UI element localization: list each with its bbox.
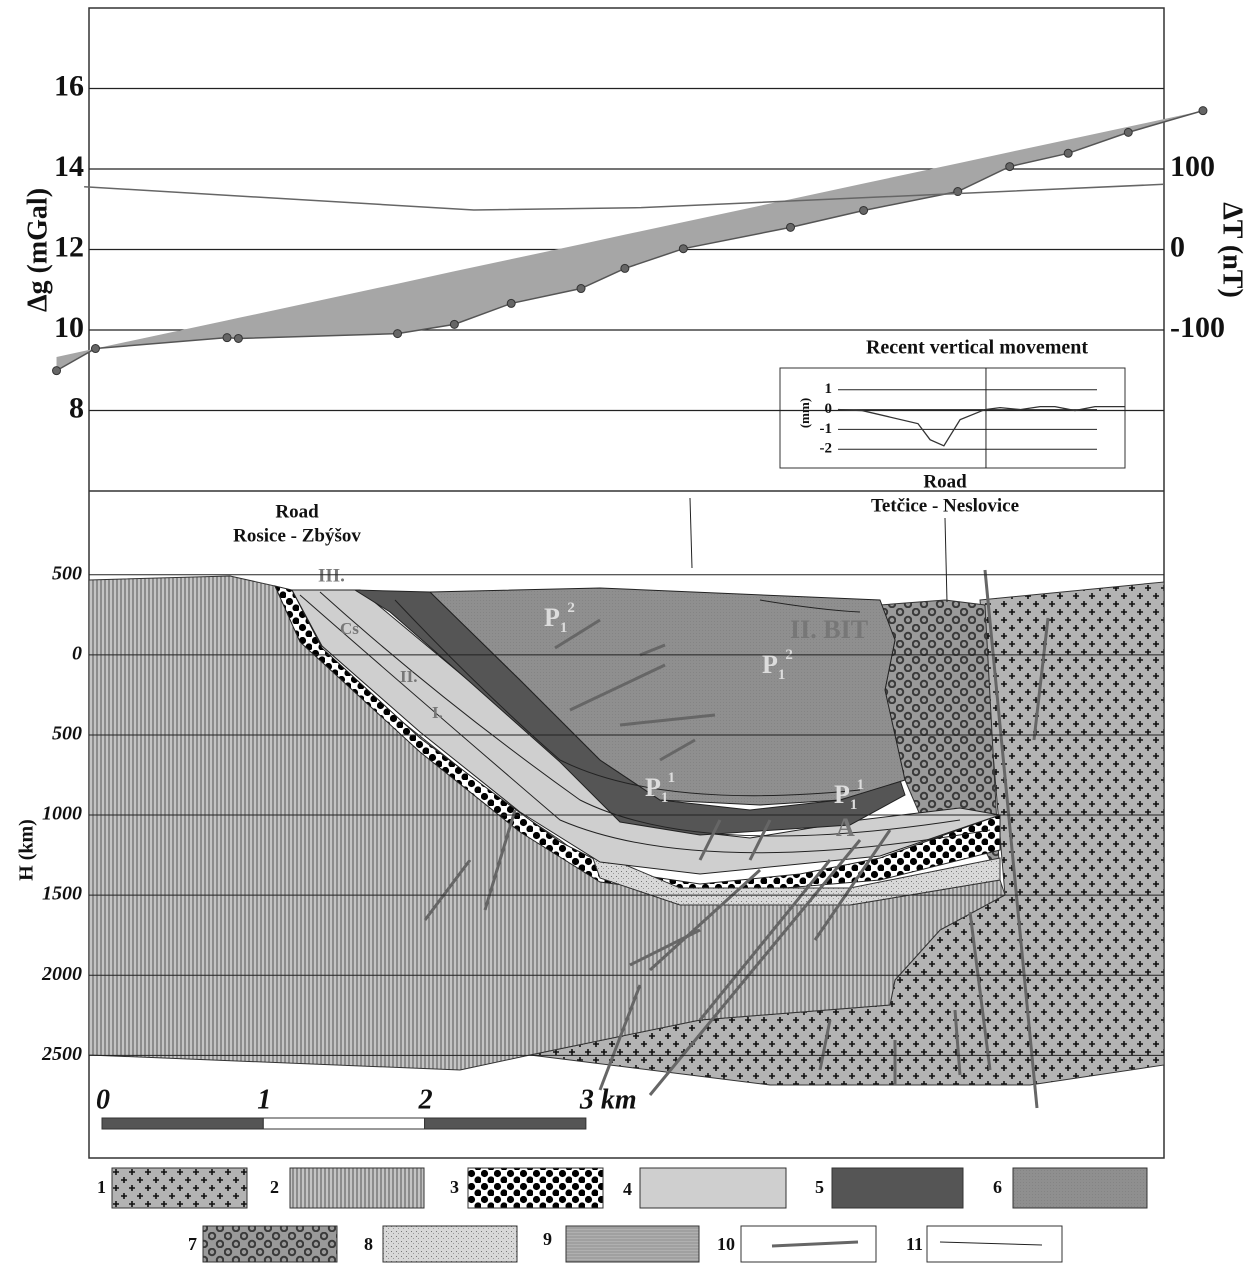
y-tick-label: 8 <box>69 391 84 424</box>
legend-label: 3 <box>450 1177 459 1197</box>
unit-label: I. <box>432 703 443 722</box>
legend-swatch <box>383 1226 517 1262</box>
symbol: P <box>544 603 560 632</box>
y-tick-label: 1500 <box>42 883 82 905</box>
inset-y-title: (mm) <box>797 398 812 428</box>
superscript: 1 <box>857 777 865 793</box>
symbol: P <box>762 650 778 679</box>
data-point <box>860 206 868 214</box>
legend-label: 7 <box>188 1234 197 1254</box>
data-point <box>787 223 795 231</box>
y2-tick-label: 0 <box>1170 230 1185 263</box>
legend-label: 6 <box>993 1177 1002 1197</box>
section-y-title: H (km) <box>16 819 38 881</box>
y-tick-label: 12 <box>54 230 84 263</box>
scale-segment <box>425 1118 586 1129</box>
road-label: Tetčice - Neslovice <box>871 495 1019 516</box>
data-point <box>91 345 99 353</box>
symbol: P <box>645 773 661 802</box>
y2-tick-label: -100 <box>1170 311 1225 344</box>
superscript: 2 <box>785 647 793 663</box>
y-tick-label: 2500 <box>41 1043 82 1065</box>
unit-label: A <box>836 813 855 842</box>
scale-label: 2 <box>418 1084 433 1115</box>
y-tick-label: -2 <box>820 441 833 457</box>
legend-label: 11 <box>906 1234 923 1254</box>
data-point <box>394 330 402 338</box>
y-tick-label: 10 <box>54 311 84 344</box>
subscript: 1 <box>850 797 857 813</box>
legend-swatch <box>112 1168 247 1208</box>
legend-swatch <box>832 1168 963 1208</box>
y-tick-label: 0 <box>825 401 833 417</box>
y-tick-label: 14 <box>54 150 84 183</box>
data-point <box>1124 128 1132 136</box>
subscript: 1 <box>778 667 786 683</box>
legend-swatch <box>640 1168 786 1208</box>
legend-label: 1 <box>97 1177 106 1197</box>
y-tick-label: 500 <box>52 562 82 584</box>
scale-segment <box>102 1118 263 1129</box>
superscript: 2 <box>567 600 575 616</box>
inset-title: Recent vertical movement <box>866 337 1088 359</box>
legend: 1 2 3 4 5 6 7 8 9 10 11 <box>97 1168 1147 1262</box>
y-tick-label: 2000 <box>41 963 82 985</box>
scale-label: 0 <box>96 1084 110 1115</box>
y2-axis-title: ΔT (nT) <box>1217 202 1244 298</box>
scale-label: 3 km <box>579 1084 637 1115</box>
data-point <box>679 245 687 253</box>
legend-label: 5 <box>815 1177 824 1197</box>
y-tick-label: 500 <box>52 723 82 745</box>
subscript: 1 <box>560 620 568 636</box>
legend-swatch <box>290 1168 424 1208</box>
y2-tick-label: 100 <box>1170 150 1215 183</box>
data-point <box>507 299 515 307</box>
figure: Road Rosice - Zbýšov Road Tetčice - Nesl… <box>0 0 1244 1263</box>
y-tick-label: 1000 <box>42 803 82 825</box>
scale-segment <box>263 1118 424 1129</box>
data-point <box>450 320 458 328</box>
unit-label: Cs <box>340 619 359 638</box>
unit-label: II. BIT <box>790 615 868 644</box>
legend-label: 10 <box>717 1234 735 1254</box>
road-label: Road <box>923 471 967 492</box>
unit-label: III. <box>318 565 345 586</box>
scale-label: 1 <box>257 1084 271 1115</box>
legend-swatch <box>203 1226 337 1262</box>
data-point <box>1199 107 1207 115</box>
data-point <box>1006 163 1014 171</box>
symbol: P <box>834 780 850 809</box>
legend-swatch <box>566 1226 699 1262</box>
legend-swatch <box>1013 1168 1147 1208</box>
superscript: 1 <box>668 770 676 786</box>
legend-label: 8 <box>364 1234 373 1254</box>
unit-label: II. <box>400 667 417 686</box>
legend-swatch <box>468 1168 603 1208</box>
y-axis-title: Δg (mGal) <box>22 188 53 312</box>
y-tick-label: -1 <box>820 421 833 437</box>
y-tick-label: 1 <box>825 381 833 397</box>
road-label: Road <box>275 501 319 522</box>
data-point <box>577 285 585 293</box>
page: Road Rosice - Zbýšov Road Tetčice - Nesl… <box>0 0 1244 1263</box>
data-point <box>621 264 629 272</box>
legend-label: 2 <box>270 1177 279 1197</box>
data-point <box>223 334 231 342</box>
road-label: Rosice - Zbýšov <box>233 525 361 546</box>
y-tick-label: 16 <box>54 69 84 102</box>
legend-label: 4 <box>623 1179 632 1199</box>
y-tick-label: 0 <box>72 642 82 664</box>
data-point <box>53 367 61 375</box>
data-point <box>234 334 242 342</box>
legend-label: 9 <box>543 1229 552 1249</box>
subscript: 1 <box>661 790 668 806</box>
data-point <box>1064 149 1072 157</box>
